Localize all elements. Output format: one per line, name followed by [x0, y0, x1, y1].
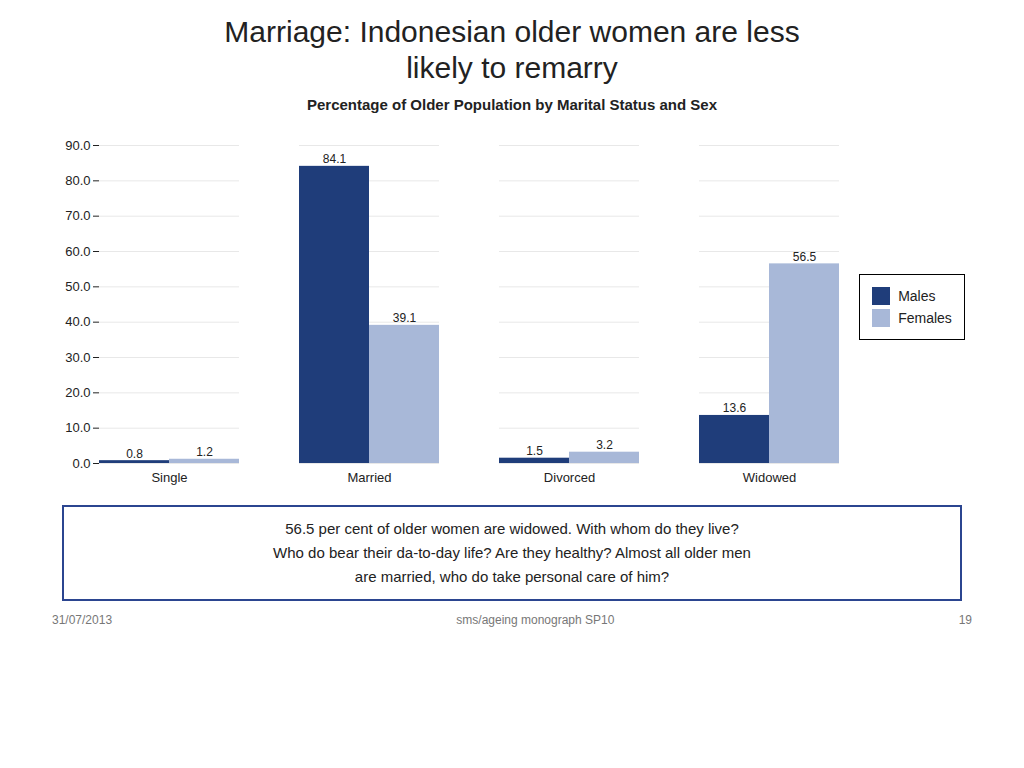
svg-text:60.0: 60.0 [65, 244, 90, 259]
svg-text:10.0: 10.0 [65, 420, 90, 435]
svg-text:40.0: 40.0 [65, 314, 90, 329]
html-text:Females: Females [898, 310, 952, 326]
svg-text:Married: Married [348, 470, 392, 485]
svg-text:20.0: 20.0 [65, 385, 90, 400]
svg-text:0.8: 0.8 [126, 447, 143, 461]
html-text:Percentage of Older Population: Percentage of Older Population by Marita… [307, 96, 717, 113]
html-text:31/07/2013: 31/07/2013 [52, 613, 113, 627]
svg-text:50.0: 50.0 [65, 279, 90, 294]
html-text:Marriage: Indonesian older wom: Marriage: Indonesian older women are les… [224, 15, 800, 84]
svg-text:39.1: 39.1 [393, 311, 417, 325]
svg-text:56.5: 56.5 [793, 250, 817, 264]
svg-text:1.5: 1.5 [526, 444, 543, 458]
svg-text:30.0: 30.0 [65, 350, 90, 365]
svg-text:84.1: 84.1 [323, 152, 347, 166]
svg-text:90.0: 90.0 [65, 138, 90, 153]
svg-text:Divorced: Divorced [544, 470, 595, 485]
html-text:sms/ageing monograph SP10: sms/ageing monograph SP10 [456, 613, 615, 627]
svg-text:13.6: 13.6 [723, 401, 747, 415]
svg-text:1.2: 1.2 [196, 445, 213, 459]
html-text:Males: Males [898, 288, 936, 304]
html-text:56.5 per cent of older women a: 56.5 per cent of older women are widowed… [273, 520, 751, 585]
svg-text:Widowed: Widowed [743, 470, 796, 485]
svg-text:Single: Single [152, 470, 188, 485]
svg-text:80.0: 80.0 [65, 173, 90, 188]
svg-text:70.0: 70.0 [65, 208, 90, 223]
svg-text:0.0: 0.0 [73, 456, 91, 471]
svg-text:3.2: 3.2 [596, 438, 613, 452]
html-text:19: 19 [958, 613, 972, 627]
